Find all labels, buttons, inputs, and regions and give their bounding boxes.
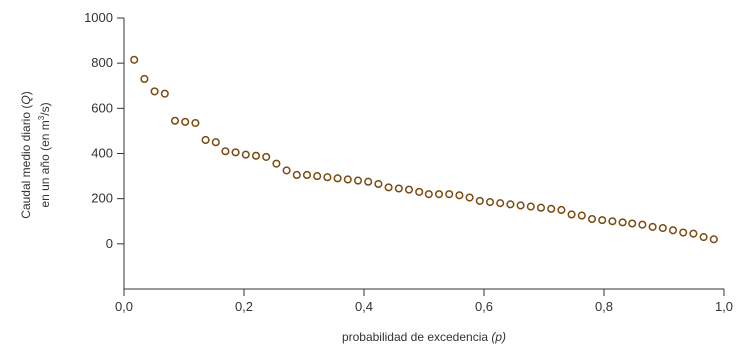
data-point bbox=[323, 173, 332, 182]
data-point bbox=[201, 135, 210, 144]
y-tick-label: 200 bbox=[91, 191, 113, 206]
data-point bbox=[658, 223, 667, 233]
data-point bbox=[374, 179, 383, 189]
data-point bbox=[364, 177, 373, 186]
data-point bbox=[587, 214, 597, 224]
data-point bbox=[394, 184, 403, 193]
x-axis-label: probabilidad de excedencia (p) bbox=[341, 330, 507, 344]
data-point bbox=[526, 202, 535, 211]
data-point bbox=[699, 233, 708, 242]
data-point bbox=[191, 118, 200, 128]
data-point bbox=[140, 74, 149, 84]
data-point bbox=[567, 210, 576, 219]
data-point bbox=[302, 170, 312, 180]
data-point bbox=[709, 235, 718, 244]
data-point bbox=[455, 191, 464, 200]
data-point bbox=[272, 159, 281, 168]
data-point bbox=[292, 170, 301, 180]
y-tick-label: 800 bbox=[91, 55, 113, 70]
data-point bbox=[211, 138, 220, 147]
data-point bbox=[536, 203, 546, 212]
data-point bbox=[415, 187, 424, 196]
data-point bbox=[628, 219, 637, 228]
y-axis-label-line1: Caudal medio diario (Q) bbox=[19, 91, 33, 219]
y-axis-label-line2: en un año (en m3/s) bbox=[37, 102, 52, 208]
data-point bbox=[445, 190, 454, 199]
data-point bbox=[496, 199, 505, 208]
data-point bbox=[598, 216, 607, 225]
data-point bbox=[475, 196, 484, 205]
data-point bbox=[434, 190, 444, 199]
data-point bbox=[608, 217, 617, 226]
data-point bbox=[251, 151, 261, 160]
data-point bbox=[353, 176, 363, 185]
data-point bbox=[282, 166, 291, 175]
data-point bbox=[577, 211, 586, 220]
data-point bbox=[465, 193, 474, 202]
data-point bbox=[170, 116, 180, 125]
y-tick-label: 0 bbox=[106, 236, 113, 251]
data-point bbox=[618, 218, 627, 227]
data-point bbox=[231, 148, 240, 157]
data-point bbox=[424, 190, 433, 199]
data-point bbox=[343, 175, 352, 184]
data-point bbox=[557, 205, 566, 215]
data-point bbox=[689, 229, 698, 238]
data-point bbox=[404, 185, 414, 194]
data-point bbox=[648, 222, 657, 231]
data-point bbox=[150, 87, 159, 96]
data-point bbox=[262, 152, 271, 161]
data-point bbox=[547, 204, 556, 213]
y-tick-label: 1000 bbox=[84, 10, 113, 25]
data-point bbox=[638, 220, 647, 229]
x-tick-label: 0,0 bbox=[115, 299, 133, 314]
data-point bbox=[160, 89, 169, 98]
y-tick-label: 600 bbox=[91, 100, 113, 115]
data-point bbox=[333, 174, 342, 183]
x-tick-label: 0,6 bbox=[475, 299, 493, 314]
y-tick-label: 400 bbox=[91, 146, 113, 161]
data-point bbox=[506, 200, 515, 209]
axes: 0 200 400 600 800 1000 0,0 0,2 0,4 0,6 0,8 1,0 bbox=[84, 10, 733, 314]
x-tick-label: 0,8 bbox=[595, 299, 613, 314]
data-points bbox=[130, 55, 718, 244]
data-point bbox=[130, 55, 139, 64]
x-tick-label: 0,4 bbox=[355, 299, 373, 314]
data-point bbox=[221, 147, 230, 156]
data-point bbox=[668, 226, 678, 235]
data-point bbox=[679, 228, 688, 237]
data-point bbox=[313, 172, 322, 181]
data-point bbox=[384, 183, 393, 192]
y-axis-label: Caudal medio diario (Q) en un año (en m3… bbox=[6, 40, 66, 270]
data-point bbox=[241, 150, 250, 159]
x-tick-label: 0,2 bbox=[235, 299, 253, 314]
data-point bbox=[516, 201, 525, 210]
data-point bbox=[485, 198, 495, 207]
data-point bbox=[181, 117, 190, 126]
x-tick-label: 1,0 bbox=[715, 299, 733, 314]
